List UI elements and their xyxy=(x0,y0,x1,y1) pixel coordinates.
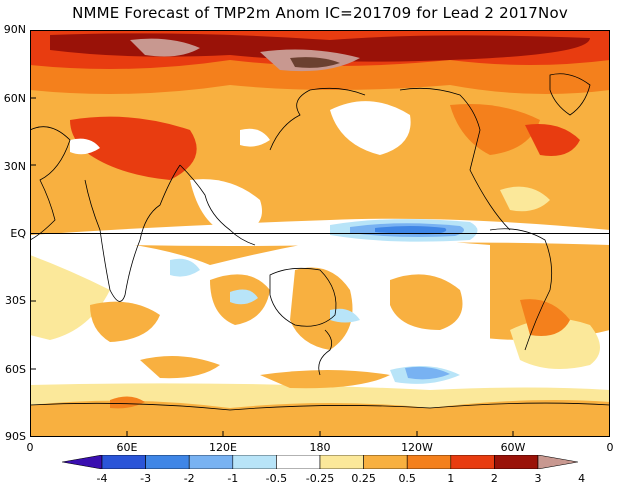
lat-label-30s: 30S xyxy=(5,294,26,307)
colorbar-tick-label: 4 xyxy=(578,472,586,485)
colorbar-tick-label: -3 xyxy=(140,472,152,485)
colorbar-tick-label: 3 xyxy=(534,472,542,485)
lon-label-120e: 120E xyxy=(209,441,237,454)
coastlines xyxy=(30,73,610,411)
lat-label-30n: 30N xyxy=(3,160,26,173)
colorbar-tick-label: -2 xyxy=(183,472,195,485)
colorbar-tick-label: 1 xyxy=(447,472,455,485)
lon-label-60e: 60E xyxy=(116,441,138,454)
lat-label-60s: 60S xyxy=(5,363,26,376)
axis-ticks xyxy=(30,97,514,437)
colorbar-bin xyxy=(232,455,277,469)
colorbar-bin xyxy=(145,455,190,469)
colorbar-tick-label: -1 xyxy=(227,472,239,485)
map-title: NMME Forecast of TMP2m Anom IC=201709 fo… xyxy=(72,4,568,22)
colorbar-tick-label: -0.25 xyxy=(305,472,335,485)
lat-label-eq: EQ xyxy=(10,227,26,240)
lon-label-0-right: 0 xyxy=(606,441,614,454)
lon-label-0: 0 xyxy=(26,441,34,454)
colorbar-bin xyxy=(363,455,408,469)
colorbar-tick-label: 2 xyxy=(490,472,498,485)
colorbar-bin xyxy=(319,455,364,469)
colorbar-end-high xyxy=(537,455,578,469)
colorbar-tick-label: -4 xyxy=(96,472,108,485)
lon-label-180: 180 xyxy=(309,441,331,454)
lat-label-90n: 90N xyxy=(3,23,26,36)
colorbar-end-low xyxy=(62,455,103,469)
colorbar-bin xyxy=(406,455,452,469)
colorbar-tick-label: 0.5 xyxy=(398,472,416,485)
colorbar-bin xyxy=(276,455,321,469)
lon-label-120w: 120W xyxy=(401,441,433,454)
colorbar-tick-label: -0.5 xyxy=(265,472,288,485)
lon-label-60w: 60W xyxy=(500,441,526,454)
colorbar-bin xyxy=(494,455,539,469)
lat-label-90s: 90S xyxy=(5,430,26,443)
colorbar-bin xyxy=(450,455,495,469)
colorbar-bin xyxy=(101,455,146,469)
lat-label-60n: 60N xyxy=(3,92,26,105)
colorbar-bin xyxy=(188,455,234,469)
colorbar-tick-label: 0.25 xyxy=(351,472,376,485)
colorbar xyxy=(62,455,578,469)
anomaly-map xyxy=(30,30,610,437)
